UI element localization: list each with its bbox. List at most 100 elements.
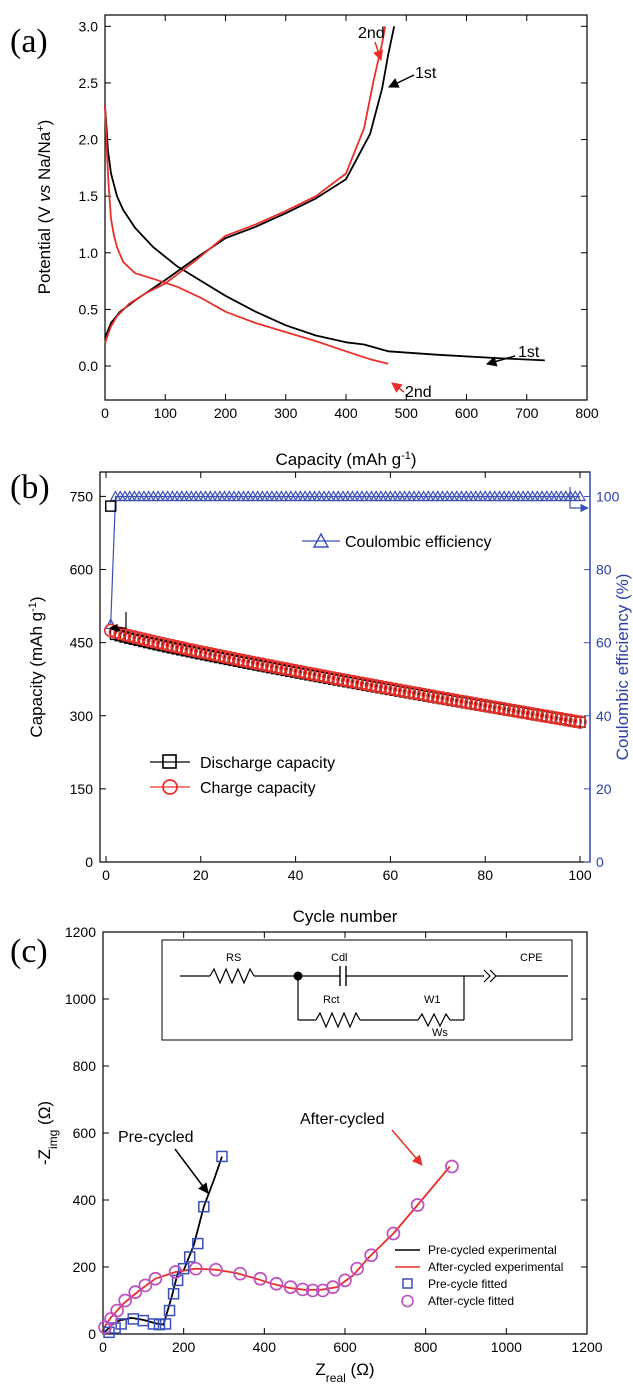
- charge-point: [378, 680, 393, 695]
- pre-cycle-fitted-point: [192, 1237, 204, 1250]
- x-tick-label: 500: [395, 405, 419, 421]
- charge-point: [345, 674, 360, 689]
- after-cycle-fitted-point: [386, 1226, 401, 1241]
- charge-point: [284, 663, 298, 677]
- charge-point: [307, 667, 322, 682]
- x-tick-label: 800: [414, 1339, 438, 1355]
- pre-cycle-fitted-point: [147, 1318, 160, 1330]
- y-tick-label: 200: [73, 1259, 97, 1275]
- x-tick-label: 40: [288, 867, 304, 883]
- panel-c-y-axis-label: -Zimg (Ω): [35, 1101, 60, 1165]
- y-tick-label: 2.5: [79, 75, 99, 91]
- charge-point: [435, 691, 450, 705]
- after-cycle-fitted-point: [410, 1198, 425, 1212]
- arrow-1st-top: [388, 74, 415, 88]
- annotation-2nd-bottom-text: 2nd: [405, 384, 432, 401]
- charge-point: [535, 708, 549, 723]
- series-2nd-charge-line: [104, 26, 387, 344]
- discharge-point: [105, 500, 117, 512]
- panel-b: (b) 0 20 40 60 80 100015030045060075002040608…: [10, 469, 632, 926]
- y2-tick-label: 0: [596, 854, 604, 870]
- arrow-2nd-top: [373, 41, 383, 61]
- after-cycle-fitted-point: [128, 1285, 143, 1299]
- charge-point: [279, 662, 293, 676]
- panel-c: (c) 0 200 400 600 800 1000 1200 0 200 400 600 800 10…: [10, 924, 603, 1384]
- after-cycle-fitted-point: [364, 1248, 379, 1263]
- pre-cycle-fitted-point: [171, 1274, 184, 1287]
- after-cycle-fitted-point: [209, 1262, 223, 1277]
- charge-point: [540, 709, 554, 724]
- y-tick-label: 1000: [65, 991, 96, 1007]
- series-coulombic-line: [110, 495, 580, 625]
- legend-charge-marker: [162, 779, 178, 795]
- charge-point: [321, 670, 336, 684]
- charge-point: [483, 699, 497, 714]
- charge-point: [288, 664, 303, 678]
- charge-point: [506, 703, 521, 718]
- pre-cycle-fitted-point: [115, 1318, 127, 1330]
- coulombic-point: [573, 490, 587, 502]
- x-tick-label: 100: [568, 867, 592, 883]
- charge-point: [355, 676, 369, 691]
- legend-charge: Charge capacity: [150, 779, 316, 797]
- circuit-label-rct: Rct: [323, 994, 340, 1006]
- panel-c-axes: 0 200 400 600 800 1000 1200 0 200 400 600 800 1000 12…: [65, 924, 603, 1355]
- after-cycle-fitted-point: [445, 1159, 459, 1174]
- charge-point: [369, 679, 383, 693]
- series-2nd-discharge-line: [104, 105, 389, 365]
- legend-discharge-marker: [162, 754, 177, 769]
- arrow-after-cycled: [391, 1129, 423, 1166]
- after-cycle-fitted-point: [338, 1273, 352, 1288]
- y-tick-label: 1.0: [79, 245, 99, 261]
- charge-point: [416, 687, 431, 702]
- legend-coulombic-text: Coulombic efficiency: [345, 534, 491, 551]
- charge-point: [464, 696, 478, 710]
- charge-point: [175, 641, 189, 655]
- charge-point: [350, 675, 365, 690]
- circuit-box: [161, 939, 573, 1041]
- charge-point: [558, 712, 573, 727]
- panel-b-x-axis-label: Cycle number: [293, 907, 398, 926]
- charge-point: [497, 702, 511, 716]
- arrow-pre-cycled: [174, 1148, 209, 1194]
- legend-charge-text: Charge capacity: [200, 780, 316, 797]
- charge-point: [573, 715, 587, 729]
- after-cycle-fitted-point: [326, 1280, 340, 1294]
- annotation-after-cycled: After-cycled: [300, 1111, 423, 1166]
- x-tick-label: 400: [334, 405, 358, 421]
- y-tick-label: 800: [73, 1058, 97, 1074]
- panel-b-y-axis-label: Capacity (mAh g-1): [27, 596, 46, 737]
- y-tick-label: 1.5: [79, 188, 99, 204]
- y-tick-label: 0: [85, 854, 93, 870]
- charge-point: [440, 692, 455, 706]
- panel-b-label: (b): [10, 469, 50, 506]
- charge-point: [459, 695, 474, 710]
- legend-coulombic: Coulombic efficiency: [302, 532, 491, 551]
- after-cycle-fitted-point: [233, 1266, 247, 1281]
- x-tick-label: 0: [102, 867, 110, 883]
- annotation-2nd-top-text: 2nd: [358, 25, 385, 42]
- charge-point: [554, 712, 568, 726]
- x-tick-label: 80: [477, 867, 493, 883]
- charge-point: [549, 711, 564, 725]
- charge-point: [222, 650, 237, 665]
- charge-point: [317, 669, 331, 684]
- y-tick-label: 0.5: [79, 301, 99, 317]
- charge-point: [525, 707, 540, 721]
- panel-a: (a) 0 100 200 300 400 500 600 700 800 0.0 0.5 1.0 1.…: [10, 14, 599, 469]
- charge-point: [383, 681, 398, 696]
- circuit-label-ws: Ws: [432, 1027, 448, 1039]
- charge-point: [298, 665, 312, 680]
- panel-a-label: (a): [10, 23, 48, 60]
- annotation-1st-top-text: 1st: [415, 65, 437, 82]
- charge-point: [445, 692, 459, 707]
- charge-point: [156, 636, 170, 651]
- y-tick-label: 600: [70, 562, 94, 578]
- charge-point: [359, 677, 374, 692]
- x-tick-label: 600: [455, 405, 479, 421]
- y-tick-label: 400: [73, 1192, 97, 1208]
- charge-point: [393, 683, 407, 698]
- charge-point: [208, 648, 222, 662]
- legend-pre-fit-text: Pre-cycle fitted: [428, 1277, 507, 1291]
- charge-point: [331, 672, 346, 686]
